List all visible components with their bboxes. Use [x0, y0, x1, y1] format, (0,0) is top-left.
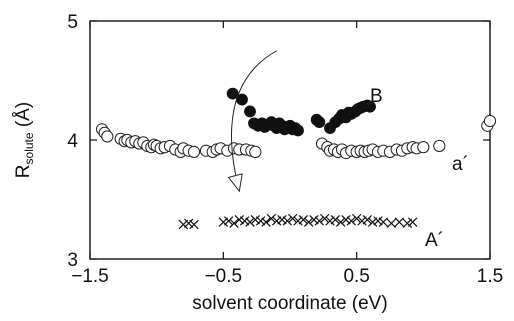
- cross-point: [351, 213, 362, 224]
- y-tick-label: 3: [67, 250, 78, 271]
- cross-point: [266, 213, 277, 224]
- y-tick-label: 4: [67, 131, 78, 152]
- filled-circle-point: [292, 124, 304, 137]
- x-tick-label: −0.5: [205, 266, 243, 287]
- open-circle-point: [417, 141, 430, 154]
- open-circle-point: [249, 145, 262, 158]
- filled-circle-point: [244, 105, 256, 118]
- open-circle-point: [187, 145, 201, 158]
- cross-point: [378, 217, 389, 227]
- filled-circle-point: [364, 100, 376, 113]
- cross-point: [287, 213, 298, 224]
- y-tick-label: 5: [67, 12, 78, 33]
- y-axis-label-unit: (Å): [13, 102, 34, 133]
- filled-circle-point: [313, 116, 326, 129]
- x-tick-label: 0.5: [343, 266, 369, 287]
- series-label-a-prime-lower: A´: [425, 230, 444, 251]
- arrow-annotation: [227, 50, 277, 193]
- cross-point: [346, 216, 357, 226]
- arrow-curve: [230, 50, 277, 192]
- open-circle-point: [433, 139, 446, 153]
- cross-point: [261, 217, 271, 227]
- arrow-head: [227, 173, 243, 193]
- x-tick-label: 1.5: [477, 266, 503, 287]
- x-axis-label: solvent coordinate (eV): [192, 293, 387, 314]
- cross-point: [362, 215, 373, 225]
- cross-point: [314, 216, 325, 226]
- cross-point: [303, 217, 314, 227]
- cross-point: [335, 217, 346, 227]
- cross-point: [330, 215, 341, 225]
- cross-point: [407, 217, 418, 227]
- series-label-b: B: [370, 86, 383, 107]
- x-tick-label: −1.5: [71, 266, 109, 287]
- y-axis-label: Rsolute (Å): [13, 102, 36, 178]
- cross-point: [245, 217, 255, 227]
- tick-marks: [89, 20, 491, 260]
- cross-point: [298, 215, 309, 225]
- cross-point: [282, 216, 293, 226]
- cross-point: [223, 216, 234, 226]
- y-axis-label-sub: solute: [22, 132, 36, 164]
- cross-point: [189, 219, 199, 230]
- y-axis-label-main: R: [13, 164, 34, 178]
- cross-point: [394, 217, 405, 227]
- cross-point: [386, 218, 397, 229]
- cross-point: [229, 218, 239, 229]
- data-marks: [95, 87, 497, 230]
- series-label-a-prime-upper: a´: [452, 154, 469, 175]
- open-circle-point: [483, 114, 497, 128]
- tick-labels: −1.5 −0.5 0.5 1.5 3 4 5: [67, 12, 503, 287]
- cross-point: [319, 213, 330, 224]
- open-circle-point: [101, 130, 114, 143]
